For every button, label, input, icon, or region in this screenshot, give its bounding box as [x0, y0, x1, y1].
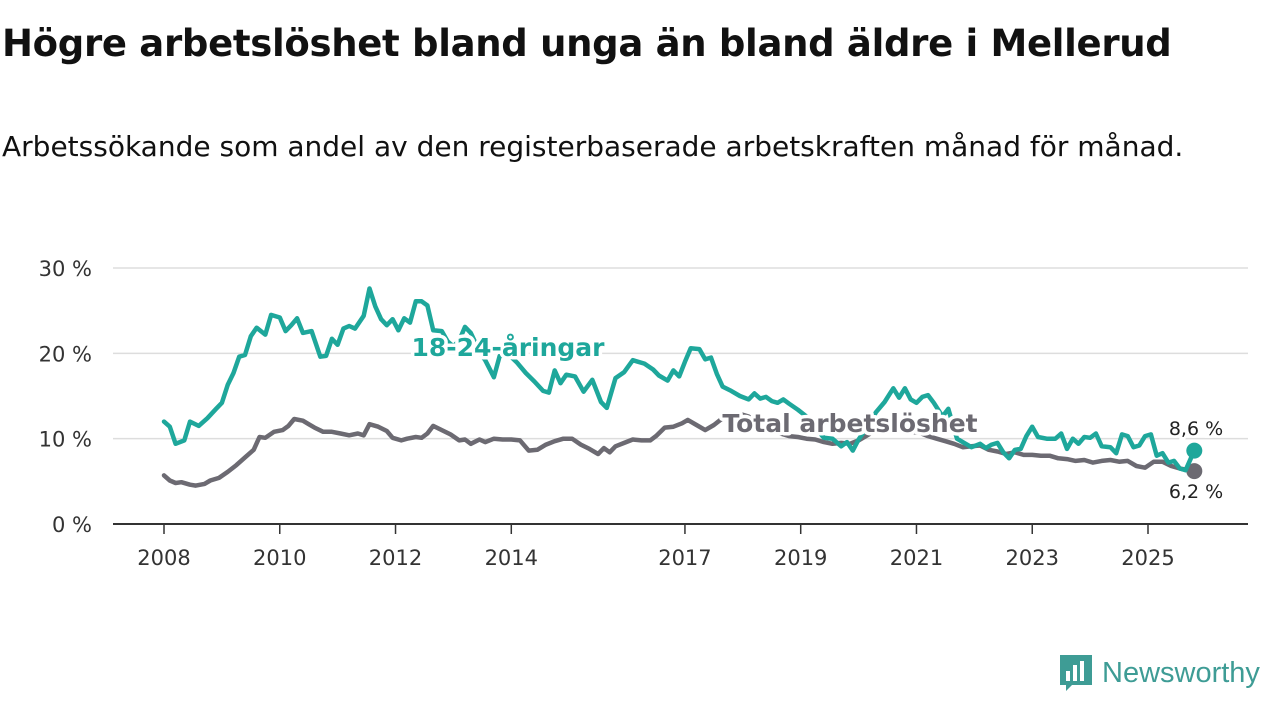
x-tick-label: 2019	[774, 546, 827, 570]
chart-title: Högre arbetslöshet bland unga än bland ä…	[2, 22, 1172, 65]
x-tick-label: 2012	[369, 546, 422, 570]
y-tick-label: 0 %	[52, 513, 92, 537]
y-axis-ticks: 0 % 10 % 20 % 30 %	[39, 257, 92, 537]
series-line-total	[161, 411, 1197, 488]
newsworthy-logo-icon	[1060, 655, 1092, 691]
chart-subtitle: Arbetssökande som andel av den registerb…	[2, 130, 1184, 163]
x-tick-label: 2010	[253, 546, 306, 570]
series-labels: 18-24-åringar Total arbetslöshet 8,6 % 6,2 …	[408, 330, 1226, 506]
series-line-youth	[161, 286, 1197, 473]
x-tick-label: 2017	[658, 546, 711, 570]
end-point-total	[1186, 463, 1203, 480]
newsworthy-logo-text: Newsworthy	[1102, 656, 1260, 689]
x-tick-label: 2023	[1006, 546, 1059, 570]
y-tick-label: 20 %	[39, 342, 92, 366]
end-point-youth	[1186, 442, 1203, 459]
x-tick-label: 2021	[890, 546, 943, 570]
series-lines	[161, 286, 1203, 488]
x-tick-label: 2014	[485, 546, 538, 570]
end-value-label-total: 6,2 %	[1169, 481, 1223, 503]
x-tick-label: 2008	[137, 546, 190, 570]
x-axis-ticks: 2008 2010 2012 2014 2017 2019 2021 2023 2025	[137, 524, 1175, 570]
series-label-youth: 18-24-åringar	[412, 333, 606, 362]
series-label-total: Total arbetslöshet	[722, 409, 977, 438]
newsworthy-logo: Newsworthy	[1058, 653, 1260, 693]
end-value-label-youth: 8,6 %	[1169, 418, 1223, 440]
y-tick-label: 10 %	[39, 428, 92, 452]
y-tick-label: 30 %	[39, 257, 92, 281]
grid-lines	[113, 267, 1248, 440]
x-tick-label: 2025	[1121, 546, 1174, 570]
